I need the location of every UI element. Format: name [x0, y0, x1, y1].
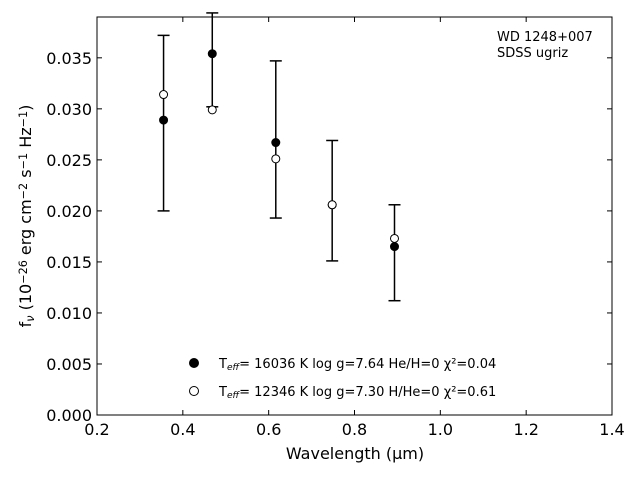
- y-axis-label: fν (10−26 erg cm−2 s−1 Hz−1): [16, 105, 37, 328]
- model-point-filled: [389, 242, 399, 252]
- annotation-line-2: SDSS ugriz: [497, 46, 568, 61]
- legend-label-filled: Teff= 16036 K log g=7.64 He/H=0 χ²=0.04: [218, 357, 496, 373]
- legend-marker-open: [189, 386, 199, 396]
- points-layer: [159, 49, 399, 252]
- model-point-open: [271, 154, 281, 164]
- x-tick-label: 1.0: [428, 420, 453, 439]
- y-tick-label: 0.000: [46, 406, 92, 425]
- plot-frame: [96, 16, 613, 416]
- y-tick-label: 0.010: [46, 304, 92, 323]
- x-tick-label: 1.2: [513, 420, 538, 439]
- x-tick-label: 1.4: [599, 420, 624, 439]
- y-tick-label: 0.030: [46, 100, 92, 119]
- legend: Teff= 16036 K log g=7.64 He/H=0 χ²=0.04 …: [189, 357, 496, 401]
- legend-marker-filled: [189, 358, 199, 368]
- model-point-filled: [159, 115, 169, 125]
- x-tick-label: 0.6: [256, 420, 281, 439]
- annotation-line-1: WD 1248+007: [497, 30, 593, 45]
- x-tick-label: 0.8: [342, 420, 367, 439]
- model-point-filled: [271, 138, 281, 148]
- legend-label-open: Teff= 12346 K log g=7.30 H/He=0 χ²=0.61: [218, 385, 496, 401]
- y-tick-label: 0.035: [46, 49, 92, 68]
- ticks-layer: 0.2 0.4 0.6 0.8 1.0 1.2 1.4 0.000 0.005 0.010 0.01…: [46, 17, 625, 439]
- y-tick-label: 0.020: [46, 202, 92, 221]
- model-point-open: [327, 200, 337, 210]
- model-point-filled: [207, 49, 217, 59]
- x-axis-label: Wavelength (μm): [286, 444, 424, 463]
- x-tick-label: 0.2: [84, 420, 109, 439]
- model-point-open: [159, 90, 169, 100]
- model-point-open: [389, 233, 399, 243]
- y-tick-label: 0.015: [46, 253, 92, 272]
- model-point-open: [207, 105, 217, 115]
- x-tick-label: 0.4: [170, 420, 195, 439]
- y-tick-label: 0.005: [46, 355, 92, 374]
- errorbars-layer: [157, 12, 401, 302]
- y-tick-label: 0.025: [46, 151, 92, 170]
